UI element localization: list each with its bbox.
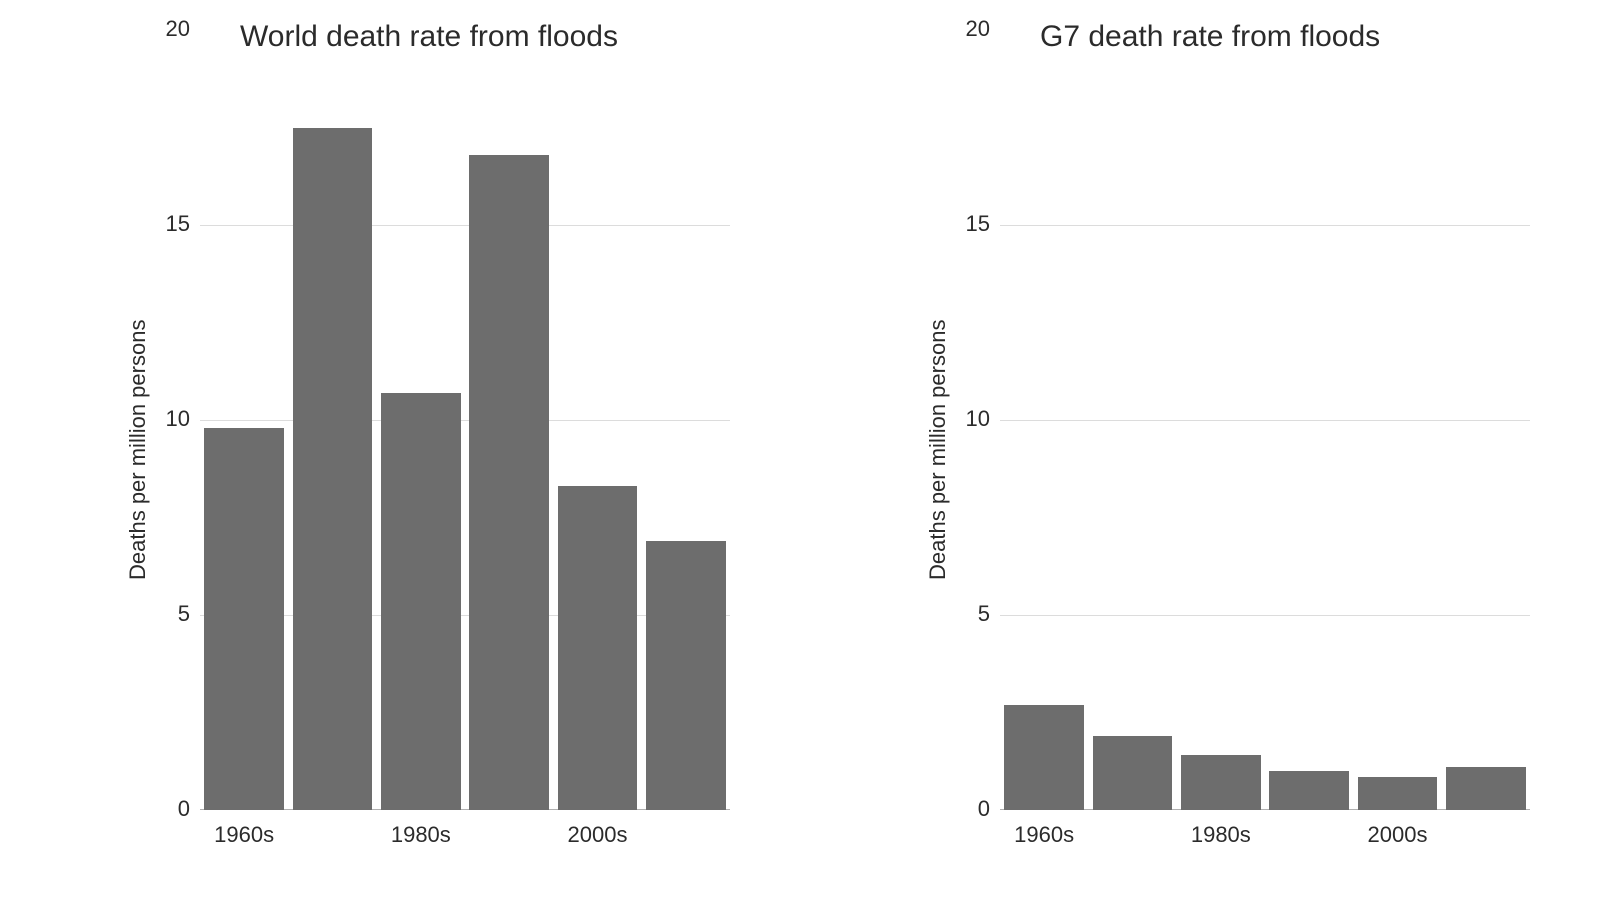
- grid-line: [1000, 225, 1530, 226]
- bar-g7-2000s: [1358, 777, 1438, 810]
- x-tick-label: 1960s: [994, 822, 1094, 848]
- y-tick-label: 5: [945, 601, 990, 627]
- y-tick-label: 5: [145, 601, 190, 627]
- bar-world-1960s: [204, 428, 284, 810]
- y-tick-label: 20: [945, 16, 990, 42]
- chart-panel-g7: G7 death rate from floods05101520Deaths …: [800, 0, 1600, 900]
- chart-panel-world: World death rate from floods05101520Deat…: [0, 0, 800, 900]
- y-tick-label: 15: [145, 211, 190, 237]
- y-axis-title-world: Deaths per million persons: [125, 320, 151, 580]
- grid-line: [1000, 420, 1530, 421]
- charts-row: World death rate from floods05101520Deat…: [0, 0, 1600, 900]
- plot-area-world: [200, 30, 730, 810]
- x-tick-label: 1960s: [194, 822, 294, 848]
- x-tick-label: 2000s: [548, 822, 648, 848]
- bar-world-2010s: [646, 541, 726, 810]
- bar-g7-2010s: [1446, 767, 1526, 810]
- x-tick-label: 2000s: [1348, 822, 1448, 848]
- y-tick-label: 10: [945, 406, 990, 432]
- grid-line: [200, 225, 730, 226]
- bar-world-1970s: [293, 128, 373, 811]
- y-tick-label: 0: [145, 796, 190, 822]
- y-tick-label: 0: [945, 796, 990, 822]
- y-axis-title-g7: Deaths per million persons: [925, 320, 951, 580]
- bar-g7-1990s: [1269, 771, 1349, 810]
- plot-area-g7: [1000, 30, 1530, 810]
- y-tick-label: 10: [145, 406, 190, 432]
- grid-line: [1000, 615, 1530, 616]
- y-tick-label: 20: [145, 16, 190, 42]
- bar-g7-1980s: [1181, 755, 1261, 810]
- grid-line: [200, 420, 730, 421]
- bar-world-1990s: [469, 155, 549, 810]
- bar-world-2000s: [558, 486, 638, 810]
- bar-g7-1970s: [1093, 736, 1173, 810]
- bar-world-1980s: [381, 393, 461, 810]
- y-tick-label: 15: [945, 211, 990, 237]
- x-tick-label: 1980s: [371, 822, 471, 848]
- bar-g7-1960s: [1004, 705, 1084, 810]
- x-tick-label: 1980s: [1171, 822, 1271, 848]
